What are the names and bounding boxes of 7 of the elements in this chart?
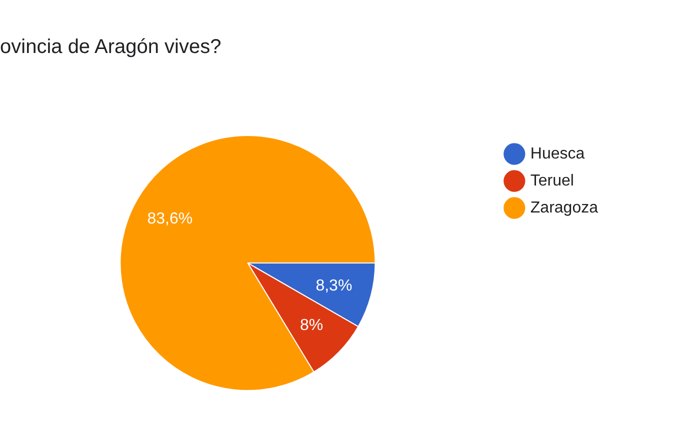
data-label: 8% — [300, 316, 324, 334]
data-label: 83,6% — [147, 210, 193, 228]
chart-title: ovincia de Aragón vives? — [0, 36, 222, 59]
legend-label: Teruel — [530, 172, 574, 190]
legend-label: Zaragoza — [530, 199, 598, 216]
data-label: 8,3% — [316, 277, 352, 294]
legend-label: Huesca — [530, 145, 585, 162]
